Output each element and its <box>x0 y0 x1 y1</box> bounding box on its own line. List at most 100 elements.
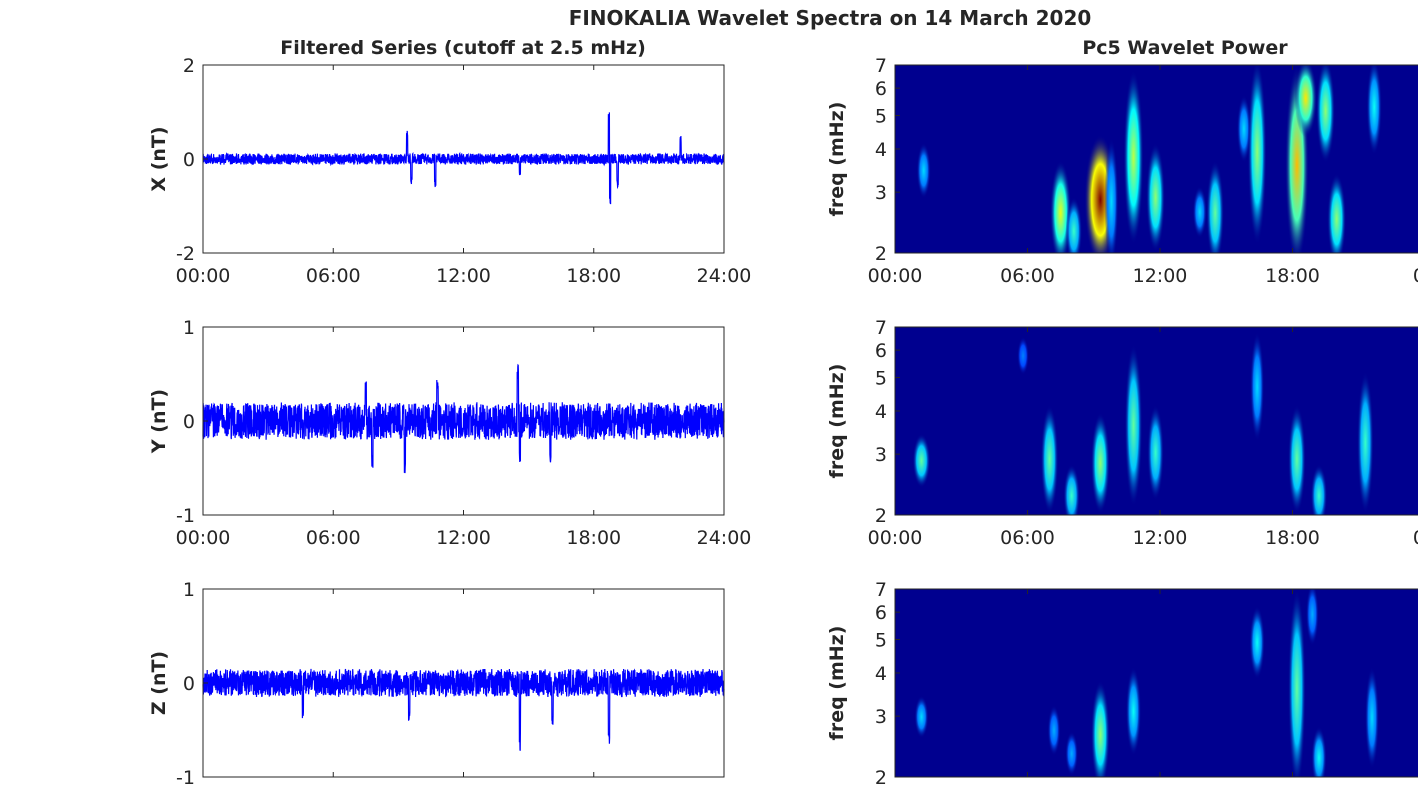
power-event <box>1294 65 1317 138</box>
y-tick-label: -1 <box>176 505 195 527</box>
y-axis-label: freq (mHz) <box>826 626 848 741</box>
wavelet-axes-1: 00:00 06:00 12:00 18:00 00 2 3 4 5 67 freq (mHz) <box>826 317 1418 549</box>
y-tick-label: 3 <box>875 706 887 728</box>
axes-title: Filtered Series (cutoff at 2.5 mHz) <box>280 37 646 59</box>
power-event <box>916 142 931 199</box>
wavelet-axes-2: 2 3 4 5 67 freq (mHz) <box>826 579 1418 789</box>
x-tick-label: 00 <box>1413 265 1418 287</box>
figure-title: FINOKALIA Wavelet Spectra on 14 March 20… <box>569 6 1092 30</box>
power-event <box>1065 197 1083 253</box>
y-tick-label: -2 <box>176 243 195 265</box>
y-tick-label: 4 <box>875 139 887 161</box>
power-event <box>1247 65 1267 245</box>
x-tick-label: 12:00 <box>436 527 491 549</box>
x-tick-label: 24:00 <box>697 265 752 287</box>
y-tick-label: 2 <box>875 505 887 527</box>
power-blobs <box>914 589 1379 777</box>
x-tick-label: 12:00 <box>1133 265 1188 287</box>
power-event <box>1192 186 1207 239</box>
series-axes-1: 00:00 06:00 12:00 18:00 24:00 -1 0 1 Y (nT) <box>148 317 751 549</box>
x-tick-label: 00:00 <box>176 527 231 549</box>
y-tick-label: 1 <box>183 579 195 601</box>
power-event <box>1288 404 1306 514</box>
power-event <box>914 695 929 738</box>
y-tick-label: 4 <box>875 663 887 685</box>
y-tick-label: 0 <box>183 411 195 433</box>
power-event <box>1090 412 1110 514</box>
y-tick-label: 5 <box>875 105 887 127</box>
series-axes-0: Filtered Series (cutoff at 2.5 mHz) 00:00… <box>148 37 751 287</box>
x-tick-label: 18:00 <box>1265 527 1320 549</box>
series-line <box>202 668 725 751</box>
power-event <box>1147 404 1164 501</box>
y-tick-label: 5 <box>875 629 887 651</box>
x-tick-label: 18:00 <box>1265 265 1320 287</box>
power-event <box>1357 371 1374 514</box>
x-tick-label: 06:00 <box>1000 527 1055 549</box>
power-event <box>1017 336 1029 375</box>
x-tick-label: 00 <box>1413 527 1418 549</box>
plot-background <box>895 589 1418 777</box>
series-line <box>202 112 725 205</box>
y-tick-label: 6 <box>875 340 887 362</box>
y-tick-label: 3 <box>875 444 887 466</box>
power-event <box>1250 332 1265 442</box>
power-event <box>1123 70 1144 245</box>
power-event <box>1288 589 1306 777</box>
power-event <box>1063 464 1080 515</box>
series-line <box>202 363 725 474</box>
wavelet-axes-0: Pc5 Wavelet Power 00:00 06:00 12:00 18:00 00 2… <box>826 37 1418 287</box>
y-tick-label: -1 <box>176 767 195 788</box>
power-event <box>1104 138 1119 253</box>
x-tick-label: 00:00 <box>868 265 923 287</box>
y-tick-label: 7 <box>875 55 887 77</box>
x-tick-label: 00:00 <box>868 527 923 549</box>
x-tick-label: 06:00 <box>1000 265 1055 287</box>
y-tick-label: 2 <box>875 243 887 265</box>
power-event <box>1090 680 1110 777</box>
power-event <box>1366 65 1382 155</box>
x-tick-label: 06:00 <box>306 527 361 549</box>
power-blobs <box>912 332 1374 515</box>
x-tick-label: 12:00 <box>1133 527 1188 549</box>
y-axis-label: X (nT) <box>148 126 170 191</box>
y-axis-label: Y (nT) <box>148 389 170 454</box>
y-tick-label: 1 <box>183 317 195 339</box>
x-tick-label: 18:00 <box>566 527 621 549</box>
y-tick-label: 5 <box>875 367 887 389</box>
x-tick-label: 06:00 <box>306 265 361 287</box>
x-tick-label: 00:00 <box>176 265 231 287</box>
y-tick-label: 7 <box>875 579 887 601</box>
axes-title: Pc5 Wavelet Power <box>1082 37 1288 59</box>
y-axis-label: freq (mHz) <box>826 364 848 479</box>
power-event <box>1040 404 1059 514</box>
power-event <box>1124 344 1143 507</box>
y-axis-label: Z (nT) <box>148 651 170 715</box>
series-axes-2: -1 0 1 Z (nT) <box>148 579 725 789</box>
power-event <box>1310 464 1328 515</box>
power-event <box>1365 666 1379 769</box>
power-event <box>1316 65 1336 163</box>
power-event <box>1047 705 1061 756</box>
power-event <box>1249 606 1265 679</box>
y-tick-label: 2 <box>183 55 195 77</box>
y-tick-label: 6 <box>875 78 887 100</box>
y-axis-label: freq (mHz) <box>826 102 848 217</box>
x-tick-label: 18:00 <box>566 265 621 287</box>
power-event <box>1236 95 1251 163</box>
power-event <box>1327 173 1347 253</box>
power-event <box>912 433 931 488</box>
power-event <box>1146 142 1165 252</box>
x-tick-label: 12:00 <box>436 265 491 287</box>
y-tick-label: 0 <box>183 149 195 171</box>
y-tick-label: 6 <box>875 602 887 624</box>
power-event <box>1125 666 1142 756</box>
y-tick-label: 4 <box>875 401 887 423</box>
y-tick-label: 7 <box>875 317 887 339</box>
y-tick-label: 0 <box>183 673 195 695</box>
power-event <box>1065 731 1079 776</box>
y-tick-label: 3 <box>875 182 887 204</box>
power-event <box>1206 160 1225 253</box>
power-event <box>1305 589 1319 646</box>
